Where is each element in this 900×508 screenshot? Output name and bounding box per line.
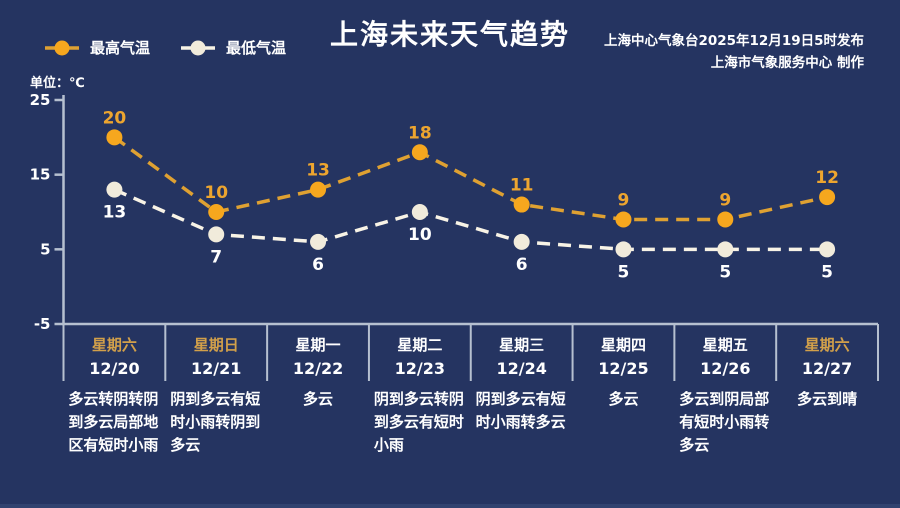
- date-label: 12/23: [394, 359, 446, 378]
- high-temp-value-label: 10: [204, 183, 228, 203]
- date-label: 12/20: [89, 359, 140, 378]
- forecast-text: 阴到多云转阴到多云有短时小雨: [373, 390, 464, 454]
- day-column: 星期日 12/21 阴到多云有短时小雨转阴到多云: [165, 336, 267, 457]
- weekday-label: 星期三: [499, 336, 545, 354]
- weekday-label: 星期五: [702, 336, 748, 354]
- high-temp-line: [113, 135, 828, 222]
- forecast-text: 多云到阴局部有短时小雨转多云: [679, 390, 770, 454]
- low-temp-value-label: 6: [312, 255, 324, 275]
- high-temp-value-label: 9: [618, 190, 630, 210]
- weekday-label: 星期日: [193, 336, 239, 354]
- day-column: 星期六 12/27 多云到晴: [776, 336, 878, 411]
- high-temp-line-dot-icon: [44, 40, 80, 56]
- date-label: 12/25: [598, 359, 649, 378]
- low-temp-value-label: 10: [408, 225, 432, 245]
- high-temp-point: [411, 144, 428, 161]
- high-temp-value-label: 12: [815, 168, 839, 188]
- forecast-text: 多云到晴: [797, 390, 858, 408]
- low-temp-point: [106, 181, 123, 198]
- low-temp-point: [208, 226, 225, 243]
- legend-item-low-temp: 最低气温: [180, 37, 286, 58]
- low-temp-point: [310, 233, 327, 250]
- date-label: 12/21: [191, 359, 242, 378]
- publisher-line-1: 上海中心气象台2025年12月19日5时发布: [603, 33, 864, 49]
- unit-label: 单位：℃: [30, 76, 85, 91]
- low-temp-line: [113, 187, 828, 252]
- forecast-text: 多云: [608, 390, 639, 408]
- bottom-strip: [0, 504, 900, 508]
- low-temp-point: [717, 241, 734, 258]
- high-temp-point: [310, 181, 327, 198]
- high-temp-value-label: 13: [306, 161, 330, 181]
- y-tick-label: -5: [34, 315, 51, 333]
- weekday-label: 星期二: [397, 336, 443, 354]
- high-temp-value-label: 11: [510, 176, 534, 196]
- high-temp-point: [615, 211, 632, 228]
- low-temp-value-label: 7: [210, 247, 222, 267]
- low-temp-value-label: 5: [821, 262, 833, 282]
- date-label: 12/27: [801, 359, 853, 378]
- date-label: 12/26: [700, 359, 751, 378]
- date-label: 12/24: [496, 359, 547, 378]
- high-temp-point: [513, 196, 530, 213]
- y-tick-label: 5: [40, 240, 50, 258]
- weekday-label: 星期一: [295, 336, 341, 354]
- forecast-text: 阴到多云有短时小雨转阴到多云: [170, 390, 261, 454]
- legend-label-high-temp: 最高气温: [90, 39, 151, 57]
- y-tick-label: 25: [30, 91, 51, 109]
- high-temp-point: [106, 129, 123, 146]
- day-column: 星期六 12/20 多云转阴转阴到多云局部地区有短时小雨: [64, 336, 166, 457]
- weekday-label: 星期六: [804, 336, 850, 354]
- low-temp-point: [513, 233, 530, 250]
- high-temp-value-label: 9: [719, 190, 731, 210]
- high-temp-point: [208, 204, 225, 220]
- low-temp-point: [615, 241, 632, 258]
- axis-lines: [62, 95, 878, 326]
- high-temp-point: [819, 189, 836, 206]
- day-column: 星期二 12/23 阴到多云转阴到多云有短时小雨: [369, 336, 471, 457]
- publisher-line-2: 上海市气象服务中心 制作: [710, 55, 864, 71]
- high-temp-value-label: 18: [408, 123, 432, 143]
- day-column: 星期四 12/25 多云: [573, 336, 675, 411]
- day-column: 星期五 12/26 多云到阴局部有短时小雨转多云: [674, 336, 776, 457]
- forecast-text: 多云: [303, 390, 334, 408]
- high-temp-value-label: 20: [103, 108, 127, 128]
- legend-item-high-temp: 最高气温: [44, 37, 150, 58]
- low-temp-line-dot-icon: [180, 40, 216, 56]
- weekday-label: 星期四: [600, 336, 646, 354]
- chart-legend: 最高气温 最低气温: [44, 37, 286, 58]
- weekday-label: 星期六: [91, 336, 137, 354]
- page-title: 上海未来天气趋势: [329, 18, 570, 51]
- high-temp-point: [717, 211, 734, 228]
- low-temp-value-label: 13: [103, 203, 127, 223]
- low-temp-value-label: 6: [516, 255, 528, 275]
- low-temp-value-label: 5: [719, 262, 731, 282]
- low-temp-value-label: 5: [618, 262, 630, 282]
- y-tick-label: 15: [30, 166, 51, 184]
- low-temp-point: [819, 241, 836, 258]
- day-column: 星期一 12/22 多云: [267, 336, 369, 411]
- forecast-text: 阴到多云有短时小雨转多云: [475, 390, 566, 431]
- low-temp-point: [411, 204, 428, 220]
- legend-label-low-temp: 最低气温: [226, 39, 287, 57]
- date-label: 12/22: [292, 359, 344, 378]
- publisher-info: 上海中心气象台2025年12月19日5时发布 上海市气象服务中心 制作: [604, 30, 864, 74]
- day-column: 星期三 12/24 阴到多云有短时小雨转多云: [471, 336, 573, 434]
- forecast-text: 多云转阴转阴到多云局部地区有短时小雨: [68, 390, 159, 454]
